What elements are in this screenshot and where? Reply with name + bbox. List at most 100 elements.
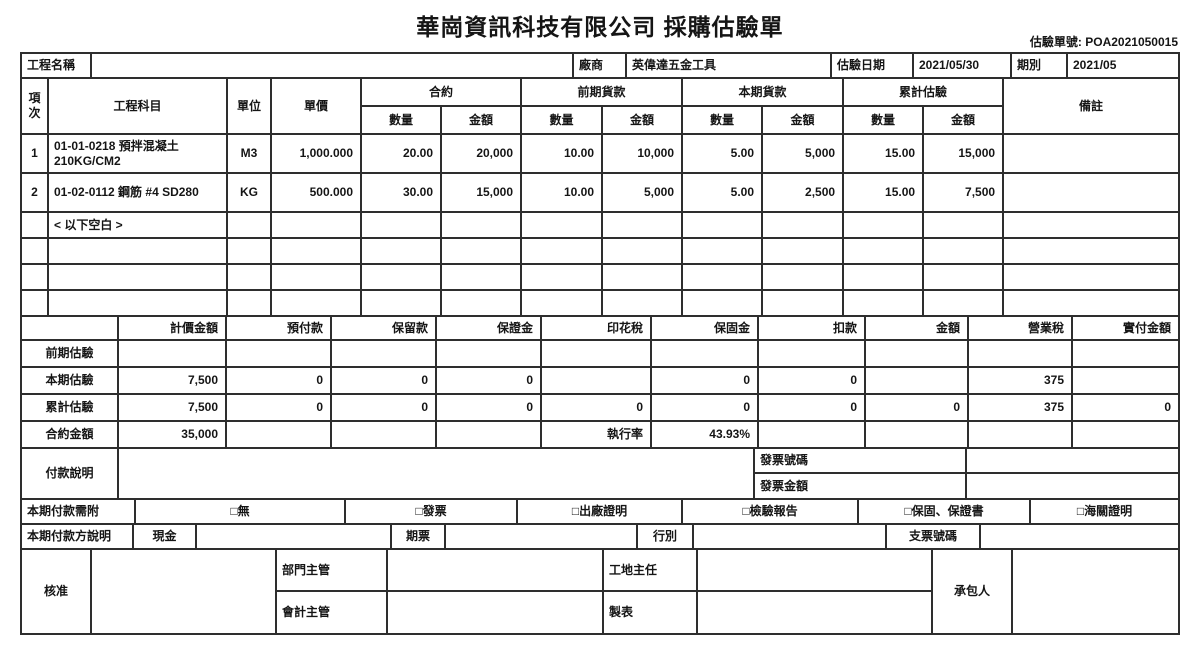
summary-value: 35,000 (117, 420, 227, 449)
item-unit: KG (226, 172, 272, 213)
project-name-value (90, 52, 574, 79)
empty-cell (681, 263, 764, 291)
item-cur-qty (681, 211, 764, 239)
form-maker-label: 製表 (602, 590, 698, 635)
accounting-manager-signature-area (386, 590, 604, 635)
empty-cell (360, 289, 442, 317)
summary-value (757, 420, 866, 449)
summary-row-label: 合約金額 (20, 420, 119, 449)
approval-signature-area (90, 548, 277, 635)
item-prev-amt: 5,000 (601, 172, 684, 213)
dept-manager-signature-area (386, 548, 604, 592)
summary-value (330, 339, 437, 368)
period-label: 期別 (1010, 52, 1068, 79)
item-row: 2 01-02-0112 鋼筋 #4 SD280 KG 500.000 30.0… (20, 172, 1181, 213)
empty-cell (922, 263, 1005, 291)
summary-value: 0 (225, 393, 332, 422)
vendor-value: 英偉達五金工具 (625, 52, 832, 79)
summary-header-valuation: 計價金額 (117, 315, 227, 341)
summary-value (435, 339, 542, 368)
summary-header-actual-paid: 實付金額 (1071, 315, 1180, 341)
empty-cell (439, 289, 523, 317)
item-acc-qty: 15.00 (842, 133, 925, 174)
header-subject: 工程科目 (47, 77, 228, 135)
item-cur-amt: 5,000 (761, 133, 845, 174)
invoice-no-value (965, 447, 1180, 474)
summary-corner-cell (20, 315, 119, 341)
header-contract-qty: 數量 (360, 105, 442, 135)
empty-cell (270, 289, 362, 317)
empty-cell (681, 237, 764, 265)
item-prev-qty: 10.00 (520, 133, 604, 174)
item-cur-amt (761, 211, 845, 239)
item-unit-price: 500.000 (270, 172, 362, 213)
checkbox-option-warranty-cert: □保固、保證書 (857, 498, 1031, 525)
header-accum-estimate-group: 累計估驗 (842, 77, 1005, 107)
summary-table: 計價金額 預付款 保留款 保證金 印花稅 保固金 扣款 金額 營業稅 實付金額 … (20, 315, 1180, 449)
summary-value (864, 420, 969, 449)
contractor-label: 承包人 (931, 548, 1013, 635)
item-cur-qty: 5.00 (681, 133, 764, 174)
item-row-empty (20, 263, 1181, 291)
summary-value: 0 (435, 393, 542, 422)
item-subject: 01-01-0218 預拌混凝土 210KG/CM2 (47, 133, 228, 174)
item-prev-amt: 10,000 (601, 133, 684, 174)
execution-rate-label: 執行率 (540, 420, 652, 449)
estimate-date-label: 估驗日期 (830, 52, 914, 79)
empty-cell (601, 289, 684, 317)
summary-header-vat: 營業稅 (967, 315, 1073, 341)
estimate-date-value: 2021/05/30 (912, 52, 1012, 79)
empty-cell (520, 263, 604, 291)
item-contract-amt: 20,000 (439, 133, 523, 174)
empty-cell (922, 289, 1005, 317)
cash-value (195, 523, 392, 550)
empty-cell (520, 237, 604, 265)
item-cur-qty: 5.00 (681, 172, 764, 213)
header-acc-qty: 數量 (842, 105, 925, 135)
item-row: 1 01-01-0218 預拌混凝土 210KG/CM2 M3 1,000.00… (20, 133, 1181, 174)
item-acc-amt: 7,500 (922, 172, 1005, 213)
empty-cell (360, 263, 442, 291)
summary-value (1071, 420, 1180, 449)
doc-number-label: 估驗單號: (1029, 35, 1082, 49)
summary-value: 0 (330, 366, 437, 395)
empty-cell (226, 289, 272, 317)
summary-value: 375 (967, 393, 1073, 422)
item-unit-price (270, 211, 362, 239)
bank-branch-label: 行別 (636, 523, 694, 550)
summary-value (435, 420, 542, 449)
item-contract-qty: 20.00 (360, 133, 442, 174)
execution-rate-value: 43.93% (650, 420, 759, 449)
payment-note-table: 付款說明 發票號碼 發票金額 (20, 447, 1180, 500)
summary-value: 0 (757, 366, 866, 395)
form-maker-signature-area (696, 590, 933, 635)
empty-cell (1002, 237, 1181, 265)
summary-row-prev: 前期估驗 (20, 339, 1180, 368)
item-subject: 01-02-0112 鋼筋 #4 SD280 (47, 172, 228, 213)
summary-value: 7,500 (117, 393, 227, 422)
empty-cell (601, 263, 684, 291)
item-row-empty (20, 237, 1181, 265)
summary-value (540, 366, 652, 395)
summary-row-contract-total: 合約金額 35,000 執行率 43.93% (20, 420, 1180, 449)
summary-row-label: 本期估驗 (20, 366, 119, 395)
checkbox-option-inspection-report: □檢驗報告 (681, 498, 859, 525)
empty-cell (20, 289, 49, 317)
summary-value (1071, 366, 1180, 395)
vendor-label: 廠商 (572, 52, 627, 79)
summary-value: 7,500 (117, 366, 227, 395)
item-acc-amt: 15,000 (922, 133, 1005, 174)
summary-value: 0 (1071, 393, 1180, 422)
summary-value (1071, 339, 1180, 368)
header-prev-qty: 數量 (520, 105, 604, 135)
summary-row-label: 前期估驗 (20, 339, 119, 368)
summary-value: 0 (225, 366, 332, 395)
promissory-note-value (444, 523, 638, 550)
cash-label: 現金 (132, 523, 197, 550)
dept-manager-label: 部門主管 (275, 548, 388, 592)
summary-value (967, 420, 1073, 449)
summary-value: 0 (757, 393, 866, 422)
summary-header-deduction: 扣款 (757, 315, 866, 341)
check-no-label: 支票號碼 (885, 523, 981, 550)
